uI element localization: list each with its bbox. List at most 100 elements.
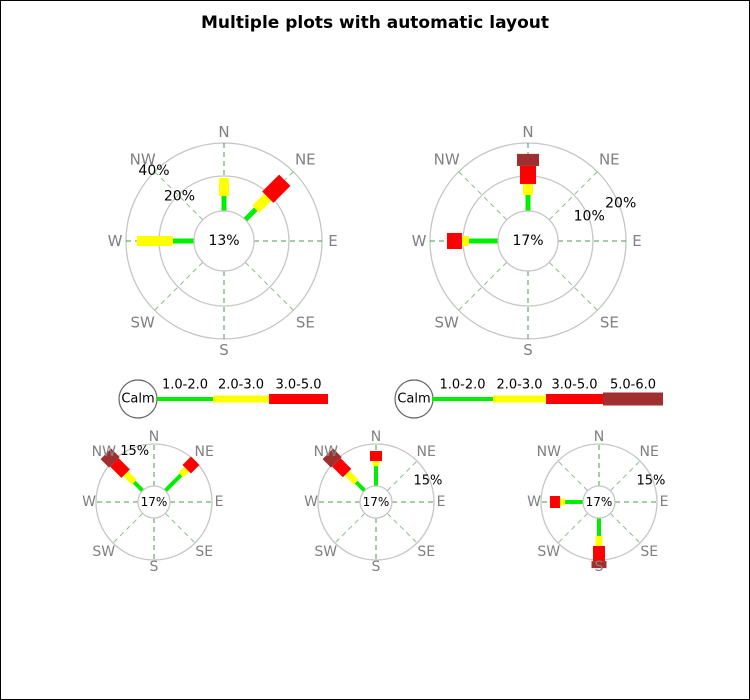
spoke-N-segment-1.0-2.0 [374,466,378,486]
spoke-W-segment-3.0-5.0 [549,496,561,508]
direction-label-E: E [660,494,669,510]
direction-label-E: E [437,494,446,510]
direction-label-SE: SE [296,313,315,331]
direction-label-NW: NW [314,444,338,460]
legend-entry-label: 3.0-5.0 [275,378,321,393]
calm-percentage: 17% [586,495,613,509]
spoke-N-segment-3.0-5.0 [520,165,536,184]
direction-label-S: S [372,559,381,575]
spoke-W-segment-2.0-3.0 [136,236,173,246]
grid-radial-SE [386,512,418,544]
spoke-NW [100,448,145,493]
direction-label-NE: NE [295,151,316,169]
direction-label-N: N [149,429,159,445]
grid-radial-NW [557,460,589,492]
grid-radial-NE [609,460,641,492]
grid-radial-NW [154,171,204,221]
spoke-NW-segment-2.0-3.0 [344,470,359,485]
direction-label-SW: SW [131,313,156,331]
figure-title: Multiple plots with automatic layout [200,13,550,33]
spoke-W [447,233,498,249]
legend-swatch-1.0-2.0 [157,397,213,401]
spoke-W-segment-3.0-5.0 [447,233,462,249]
spoke-N [219,178,229,211]
legend-swatch-3.0-5.0 [269,394,328,404]
spoke-NW-segment-5.0-6.0 [322,448,342,468]
spoke-NE-segment-3.0-5.0 [182,456,200,474]
spoke-N [517,153,539,211]
direction-label-NW: NW [130,151,156,169]
calm-percentage: 13% [208,233,239,249]
rose-bottom-right: 17% 15% N NE E SE S SW W NW [527,429,668,575]
spoke-W [136,236,194,246]
grid-radial-NW [458,171,508,221]
ring-label: 10% [574,208,605,224]
direction-label-N: N [218,123,229,141]
ring-label: 15% [120,444,149,459]
calm-percentage: 17% [141,495,168,509]
direction-label-SE: SE [417,544,435,560]
spoke-NE [243,174,291,222]
spoke-NE-segment-3.0-5.0 [262,174,291,203]
grid-radial-SW [458,261,508,311]
spoke-NE-segment-1.0-2.0 [163,473,183,493]
legend-entry-label: 1.0-2.0 [162,378,208,393]
ring-label: 15% [413,474,442,489]
spoke-W-segment-2.0-3.0 [461,236,469,246]
direction-label-NE: NE [640,444,659,460]
grid-radial-SE [244,261,294,311]
grid-radial-NE [386,460,418,492]
direction-label-S: S [595,559,604,575]
legend-1: Calm 1.0-2.0 2.0-3.0 3.0-5.0 [118,378,328,419]
direction-label-NE: NE [599,151,620,169]
direction-label-W: W [527,494,541,510]
legend-2: Calm 1.0-2.0 2.0-3.0 3.0-5.0 5.0-6.0 [394,378,663,419]
grid-radial-SE [164,512,196,544]
calm-circle [497,210,559,272]
ring-label: 15% [636,474,665,489]
legend-entry-label: 1.0-2.0 [439,378,485,393]
spoke-N [370,451,382,486]
grid-radial-SW [557,512,589,544]
spoke-N-segment-5.0-6.0 [517,153,539,166]
direction-label-NE: NE [195,444,214,460]
spoke-S-segment-1.0-2.0 [597,518,601,536]
spoke-S-segment-2.0-3.0 [595,535,603,546]
grid-ring [95,443,213,561]
direction-label-E: E [632,232,641,250]
grid-radial-SW [154,261,204,311]
direction-label-W: W [108,232,123,250]
spoke-NE-segment-2.0-3.0 [252,193,272,213]
grid-radial-SE [548,261,598,311]
calm-circle [137,485,171,519]
ring-label: 40% [138,163,169,179]
direction-label-SW: SW [314,544,337,560]
grid-radial-NE [548,171,598,221]
direction-label-NE: NE [417,444,436,460]
grid-radial-SW [112,512,144,544]
direction-label-E: E [215,494,224,510]
spoke-N-segment-2.0-3.0 [372,461,380,467]
calm-circle [359,485,393,519]
spoke-S-segment-5.0-6.0 [591,561,607,569]
spoke-N-segment-3.0-5.0 [370,451,382,462]
spoke-NW-segment-1.0-2.0 [354,480,367,493]
spoke-NW-segment-2.0-3.0 [123,471,137,485]
spoke-N-segment-2.0-3.0 [219,178,229,197]
legend-entry-label: 3.0-5.0 [551,378,597,393]
ring-label: 20% [164,188,195,204]
legend-calm-label: Calm [397,392,430,407]
direction-label-S: S [219,341,229,359]
spoke-W-segment-1.0-2.0 [172,238,194,244]
direction-label-NW: NW [434,151,460,169]
spoke-W-segment-1.0-2.0 [565,500,584,504]
direction-label-SE: SE [640,544,658,560]
calm-circle [582,485,616,519]
legend-swatch-5.0-6.0 [603,392,663,406]
legend-swatch-2.0-3.0 [213,395,269,403]
direction-label-S: S [150,559,159,575]
grid-radial-SE [609,512,641,544]
spoke-N-segment-2.0-3.0 [523,183,533,196]
rose-top-right: 17% 10%20% N NE E SE S SW W NW [412,123,642,359]
